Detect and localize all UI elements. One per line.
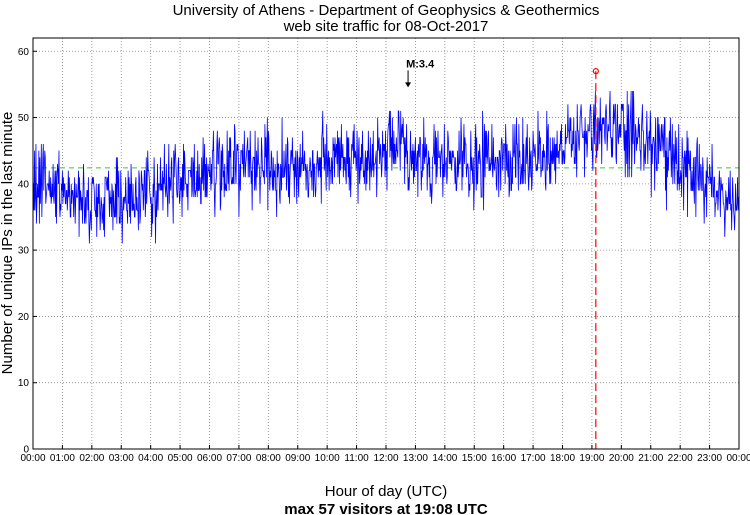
y-tick-label: 0 bbox=[23, 445, 29, 456]
x-tick-label: 06:00 bbox=[197, 453, 222, 464]
chart-caption: max 57 visitors at 19:08 UTC bbox=[284, 501, 488, 515]
x-tick-label: 04:00 bbox=[138, 453, 163, 464]
y-tick-label: 60 bbox=[18, 47, 30, 58]
x-tick-label: 13:00 bbox=[403, 453, 428, 464]
y-tick-label: 40 bbox=[18, 179, 30, 190]
x-axis-ticks: 00:00 01:00 02:00 03:00 04:00 05:00 06:00 07:00… bbox=[20, 445, 750, 464]
y-tick-label: 50 bbox=[18, 113, 30, 124]
x-tick-label: 21:00 bbox=[638, 453, 663, 464]
x-tick-label: 20:00 bbox=[609, 453, 634, 464]
x-tick-label: 10:00 bbox=[315, 453, 340, 464]
plot-frame bbox=[32, 37, 740, 450]
x-tick-label: 08:00 bbox=[256, 453, 281, 464]
x-tick-label: 23:00 bbox=[697, 453, 722, 464]
y-tick-label: 30 bbox=[18, 246, 30, 257]
x-tick-label: 22:00 bbox=[668, 453, 693, 464]
x-tick-label: 07:00 bbox=[226, 453, 251, 464]
x-tick-label: 11:00 bbox=[344, 453, 369, 464]
y-tick-label: 20 bbox=[18, 312, 30, 323]
x-tick-label: 03:00 bbox=[109, 453, 134, 464]
x-tick-label: 17:00 bbox=[521, 453, 546, 464]
x-tick-label: 16:00 bbox=[491, 453, 516, 464]
traffic-series-line bbox=[33, 91, 740, 244]
x-axis-label: Hour of day (UTC) bbox=[325, 483, 448, 500]
x-tick-label: 09:00 bbox=[285, 453, 310, 464]
x-tick-label: 02:00 bbox=[79, 453, 104, 464]
x-tick-label: 18:00 bbox=[550, 453, 575, 464]
y-axis-label: Number of unique IPs in the last minute bbox=[0, 112, 16, 375]
plot-area bbox=[33, 38, 739, 449]
max-marker-point bbox=[592, 68, 599, 75]
x-tick-label: 15:00 bbox=[462, 453, 487, 464]
x-tick-label: 19:00 bbox=[579, 453, 604, 464]
earthquake-arrow-head bbox=[405, 82, 412, 88]
x-tick-label: 12:00 bbox=[373, 453, 398, 464]
x-tick-label: 14:00 bbox=[432, 453, 457, 464]
chart-title-line1: University of Athens - Department of Geo… bbox=[173, 2, 600, 19]
x-tick-label: 01:00 bbox=[50, 453, 75, 464]
y-tick-label: 10 bbox=[18, 378, 30, 389]
x-tick-label: 05:00 bbox=[168, 453, 193, 464]
x-tick-label: 00:00 bbox=[726, 453, 750, 464]
x-tick-label: 00:00 bbox=[20, 453, 45, 464]
grid-lines bbox=[33, 38, 739, 449]
earthquake-label: M:3.4 bbox=[406, 58, 435, 70]
chart-title-line2: web site traffic for 08-Oct-2017 bbox=[283, 18, 489, 35]
